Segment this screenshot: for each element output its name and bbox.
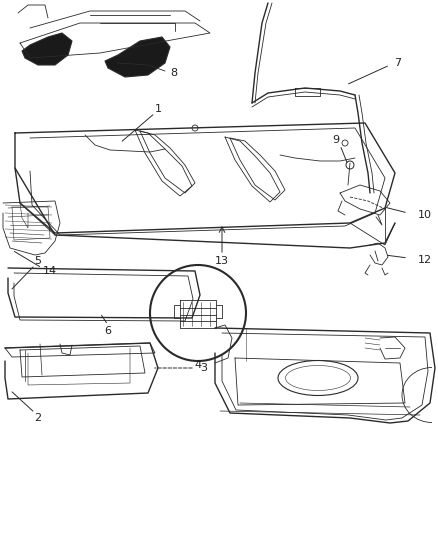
Text: 13: 13 bbox=[215, 256, 229, 266]
Text: 2: 2 bbox=[35, 413, 42, 423]
Polygon shape bbox=[105, 37, 170, 77]
Text: 9: 9 bbox=[332, 135, 339, 145]
Text: 3: 3 bbox=[200, 363, 207, 373]
Polygon shape bbox=[22, 33, 72, 65]
Circle shape bbox=[150, 265, 246, 361]
Text: 5: 5 bbox=[35, 256, 42, 266]
Text: 4: 4 bbox=[194, 360, 201, 370]
Text: 6: 6 bbox=[105, 326, 112, 336]
Text: 8: 8 bbox=[170, 68, 177, 78]
Text: 7: 7 bbox=[395, 58, 402, 68]
Text: 14: 14 bbox=[43, 266, 57, 276]
Text: 1: 1 bbox=[155, 104, 162, 114]
Text: 10: 10 bbox=[418, 210, 432, 220]
Text: 12: 12 bbox=[418, 255, 432, 265]
